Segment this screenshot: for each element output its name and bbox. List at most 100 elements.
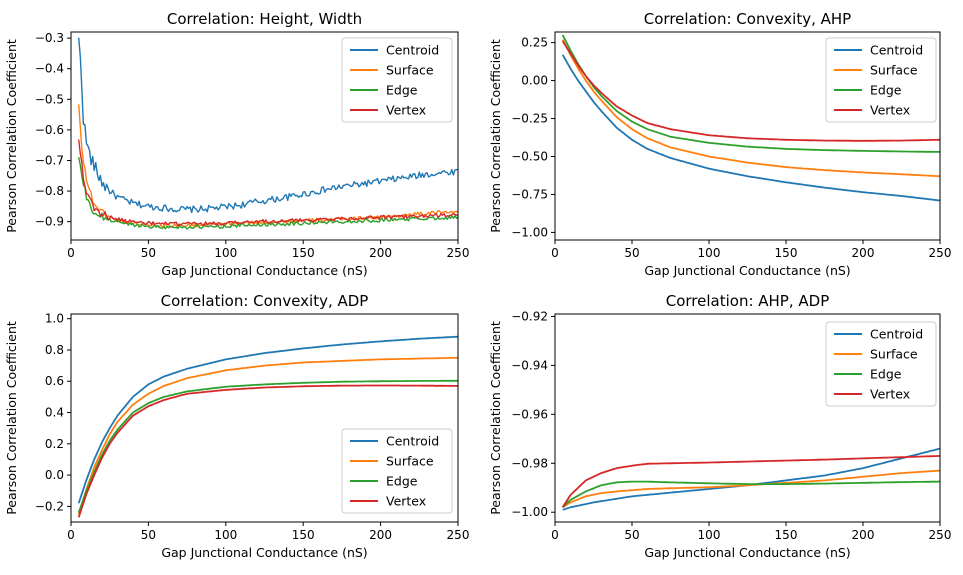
- legend-box: [341, 428, 453, 514]
- legend-label: Vertex: [870, 387, 910, 402]
- y-tick-label: −0.96: [511, 407, 548, 421]
- y-tick-label: −0.7: [35, 153, 64, 167]
- legend-label: Centroid: [870, 327, 923, 342]
- chart-panel-1: Correlation: Height, Width 0 50 100 150 200 25…: [4, 10, 469, 278]
- legend-label: Edge: [870, 367, 902, 382]
- legend-label: Surface: [386, 454, 434, 469]
- legend-label: Surface: [870, 347, 918, 362]
- x-tick-label: 200: [852, 528, 875, 542]
- series-line-edge: [77, 379, 458, 513]
- y-tick-label: −0.50: [511, 149, 548, 163]
- chart-title: Correlation: Height, Width: [167, 10, 362, 28]
- x-tick-label: 250: [929, 528, 952, 542]
- x-tick-label: 250: [929, 246, 952, 260]
- x-tick-label: 0: [551, 246, 559, 260]
- y-tick-label: −0.4: [35, 62, 64, 76]
- x-tick-label: 50: [141, 528, 156, 542]
- x-axis-label: Gap Junctional Conductance (nS): [161, 545, 367, 560]
- x-tick-label: 0: [551, 528, 559, 542]
- legend-label: Surface: [870, 63, 918, 78]
- y-tick-label: −0.92: [511, 309, 548, 323]
- plot-frame: [554, 31, 941, 241]
- series-line-centroid: [77, 335, 458, 504]
- chart-panel-2: Correlation: Convexity, AHP 0 50 100 150 200 2…: [488, 10, 951, 278]
- y-tick-label: −0.2: [35, 499, 64, 513]
- y-tick-label: 1.0: [45, 312, 64, 326]
- series-line-edge: [562, 480, 940, 508]
- y-axis-label: Pearson Correlation Coefficient: [4, 39, 19, 233]
- series-line-surface: [77, 356, 458, 515]
- y-axis-label: Pearson Correlation Coefficient: [488, 321, 503, 515]
- x-tick-label: 250: [447, 528, 470, 542]
- series-line-vertex: [77, 384, 458, 518]
- y-tick-label: −0.94: [511, 358, 548, 372]
- legend-label: Centroid: [386, 43, 439, 58]
- series-line-surface: [78, 104, 458, 228]
- legend-label: Edge: [386, 83, 418, 98]
- series-line-edge: [561, 34, 940, 153]
- chart-title: Correlation: Convexity, AHP: [644, 10, 851, 28]
- legend: Centroid Surface Edge Vertex: [825, 37, 937, 123]
- series-line-vertex: [561, 40, 940, 142]
- chart-panel-4: Correlation: AHP, ADP 0 50 100 150 200 250 −0.9…: [488, 292, 951, 560]
- y-tick-label: 0.8: [45, 343, 64, 357]
- legend: Centroid Surface Edge Vertex: [341, 37, 453, 123]
- series-line-centroid: [78, 37, 458, 214]
- y-tick-label: −0.3: [35, 31, 64, 45]
- x-tick-label: 250: [447, 246, 470, 260]
- x-tick-label: 150: [775, 528, 798, 542]
- legend-label: Surface: [386, 63, 434, 78]
- y-tick-label: −0.5: [35, 92, 64, 106]
- y-tick-label: −1.00: [511, 225, 548, 239]
- x-tick-label: 200: [369, 246, 392, 260]
- legend-label: Vertex: [386, 103, 426, 118]
- legend: Centroid Surface Edge Vertex: [825, 321, 937, 407]
- legend-box: [825, 37, 937, 123]
- legend-label: Edge: [386, 474, 418, 489]
- y-tick-label: 0.00: [521, 74, 548, 88]
- y-tick-label: −0.8: [35, 184, 64, 198]
- x-axis-label: Gap Junctional Conductance (nS): [644, 263, 850, 278]
- x-tick-label: 0: [67, 246, 75, 260]
- y-tick-label: −1.00: [511, 505, 548, 519]
- x-tick-label: 50: [624, 246, 639, 260]
- series-line-edge: [78, 156, 458, 230]
- y-tick-label: −0.25: [511, 112, 548, 126]
- plot-frame: [70, 31, 459, 241]
- series-line-vertex: [561, 455, 940, 508]
- series-line-centroid: [561, 54, 940, 202]
- legend-label: Centroid: [870, 43, 923, 58]
- chart-title: Correlation: Convexity, ADP: [161, 292, 369, 310]
- legend-label: Vertex: [386, 494, 426, 509]
- legend-label: Edge: [870, 83, 902, 98]
- x-tick-label: 200: [852, 246, 875, 260]
- y-tick-label: −0.75: [511, 187, 548, 201]
- y-tick-label: −0.6: [35, 123, 64, 137]
- plot-frame: [70, 313, 459, 523]
- y-axis-label: Pearson Correlation Coefficient: [4, 321, 19, 515]
- x-tick-label: 50: [141, 246, 156, 260]
- legend: Centroid Surface Edge Vertex: [341, 428, 453, 514]
- x-tick-label: 50: [624, 528, 639, 542]
- plot-frame: [554, 313, 941, 523]
- x-tick-label: 100: [698, 246, 721, 260]
- x-axis-label: Gap Junctional Conductance (nS): [644, 545, 850, 560]
- series-line-vertex: [78, 139, 458, 226]
- x-tick-label: 100: [214, 528, 237, 542]
- chart-panel-3: Correlation: Convexity, ADP 0 50 100 150 200 2…: [4, 292, 469, 560]
- chart-title: Correlation: AHP, ADP: [666, 292, 830, 310]
- x-tick-label: 100: [698, 528, 721, 542]
- series-line-surface: [562, 469, 940, 509]
- legend-box: [825, 321, 937, 407]
- x-tick-label: 0: [67, 528, 75, 542]
- x-tick-label: 150: [292, 246, 315, 260]
- y-tick-label: 0.0: [45, 468, 64, 482]
- x-tick-label: 150: [292, 528, 315, 542]
- y-axis-label: Pearson Correlation Coefficient: [488, 39, 503, 233]
- legend-label: Vertex: [870, 103, 910, 118]
- y-tick-label: 0.25: [521, 36, 548, 50]
- y-tick-label: 0.4: [45, 406, 64, 420]
- y-tick-label: 0.6: [45, 374, 64, 388]
- x-tick-label: 100: [214, 246, 237, 260]
